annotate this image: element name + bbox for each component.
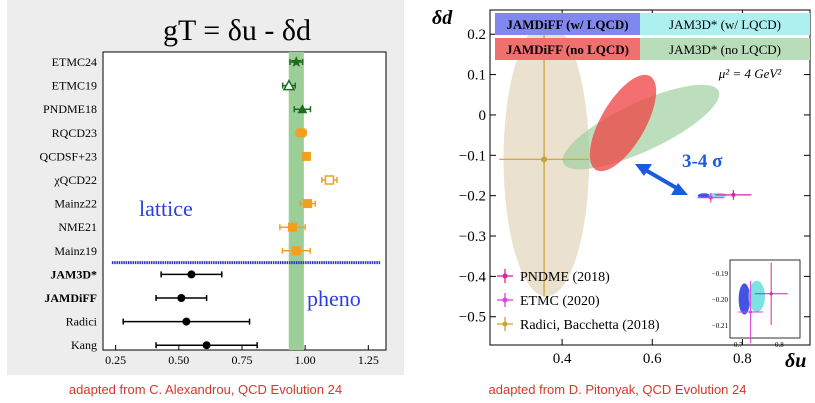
r-y-tick-label-1: 0.1: [467, 68, 486, 84]
row-label-6: Mainz22: [54, 197, 97, 211]
row-label-1: ETMC19: [52, 79, 97, 93]
data-point-3: [296, 128, 306, 137]
point-legend-label-2: Radici, Bacchetta (2018): [520, 318, 660, 333]
inset-x-tick-0: 0.7: [734, 341, 743, 349]
row-label-3: RQCD23: [52, 126, 97, 140]
data-point-4: [302, 152, 311, 161]
left-source-caption: adapted from C. Alexandrou, QCD Evolutio…: [7, 382, 404, 397]
r-x-tick-label-0: 0.4: [553, 351, 572, 367]
x-tick-label-1: 0.50: [168, 353, 189, 367]
scale-text: μ² = 4 GeV²: [718, 66, 783, 81]
row-label-8: Mainz19: [54, 244, 97, 258]
inset-y-tick-2: −0.21: [712, 322, 729, 330]
r-x-tick-label-1: 0.6: [643, 351, 662, 367]
r-y-tick-label-0: 0.2: [467, 27, 486, 43]
row-label-7: NME21: [58, 220, 97, 234]
right-chart: 0.4 0.6 0.8 0.2 0.1 0 −0.1 −0.2 −0.3 −0.4 −0.5 JAM…: [420, 0, 815, 375]
legend-label-0: JAMDiFF (w/ LQCD): [506, 17, 628, 32]
point-legend-2: Radici, Bacchetta (2018): [497, 317, 660, 333]
right-source-caption: adapted from D. Pitonyak, QCD Evolution …: [420, 382, 815, 397]
lattice-annotation: lattice: [139, 196, 193, 221]
legend-label-1: JAM3D* (w/ LQCD): [669, 17, 781, 32]
row-label-4: QCDSF+23: [40, 149, 97, 163]
inset-x-tick-1: 0.8: [775, 341, 784, 349]
inset-y-tick-1: −0.20: [712, 296, 729, 304]
reference-band: [289, 52, 304, 350]
r-y-tick-label-4: −0.2: [459, 189, 486, 205]
x-tick-label-2: 0.75: [231, 353, 252, 367]
r-y-tick-label-3: −0.1: [459, 148, 486, 164]
row-label-9: JAM3D*: [50, 267, 97, 281]
r-y-tick-label-7: −0.5: [459, 310, 486, 326]
row-label-0: ETMC24: [52, 55, 97, 69]
left-chart: gT = δu - δd ETMC24 ETMC19 PNDME18 RQCD23 QC…: [7, 0, 404, 375]
r-y-tick-label-6: −0.4: [459, 269, 487, 285]
y-axis-label: δd: [432, 7, 453, 29]
r-y-tick-label-2: 0: [479, 108, 487, 124]
row-label-5: χQCD22: [53, 173, 97, 187]
r-x-tick-label-2: 0.8: [733, 351, 752, 367]
inset-ellipse-3: [739, 283, 751, 314]
row-label-2: PNDME18: [43, 102, 97, 116]
inset-y-tick-0: −0.19: [712, 270, 729, 278]
x-tick-label-4: 1.25: [358, 353, 379, 367]
r-y-tick-label-5: −0.3: [459, 229, 486, 245]
row-label-10: JAMDiFF: [44, 291, 97, 305]
row-label-11: Radici: [66, 315, 98, 329]
x-axis-label: δu: [785, 350, 806, 372]
row-label-12: Kang: [71, 338, 97, 352]
legend-label-2: JAMDiFF (no LQCD): [506, 42, 629, 57]
legend-label-3: JAM3D* (no LQCD): [669, 42, 781, 57]
left-chart-title: gT = δu - δd: [163, 14, 311, 47]
x-tick-label-0: 0.25: [105, 353, 126, 367]
pheno-annotation: pheno: [307, 286, 361, 311]
point-legend-label-0: PNDME (2018): [520, 270, 610, 285]
point-legend-label-1: ETMC (2020): [520, 294, 600, 309]
tension-label: 3-4 σ: [682, 151, 723, 172]
x-tick-label-3: 1.00: [295, 353, 316, 367]
